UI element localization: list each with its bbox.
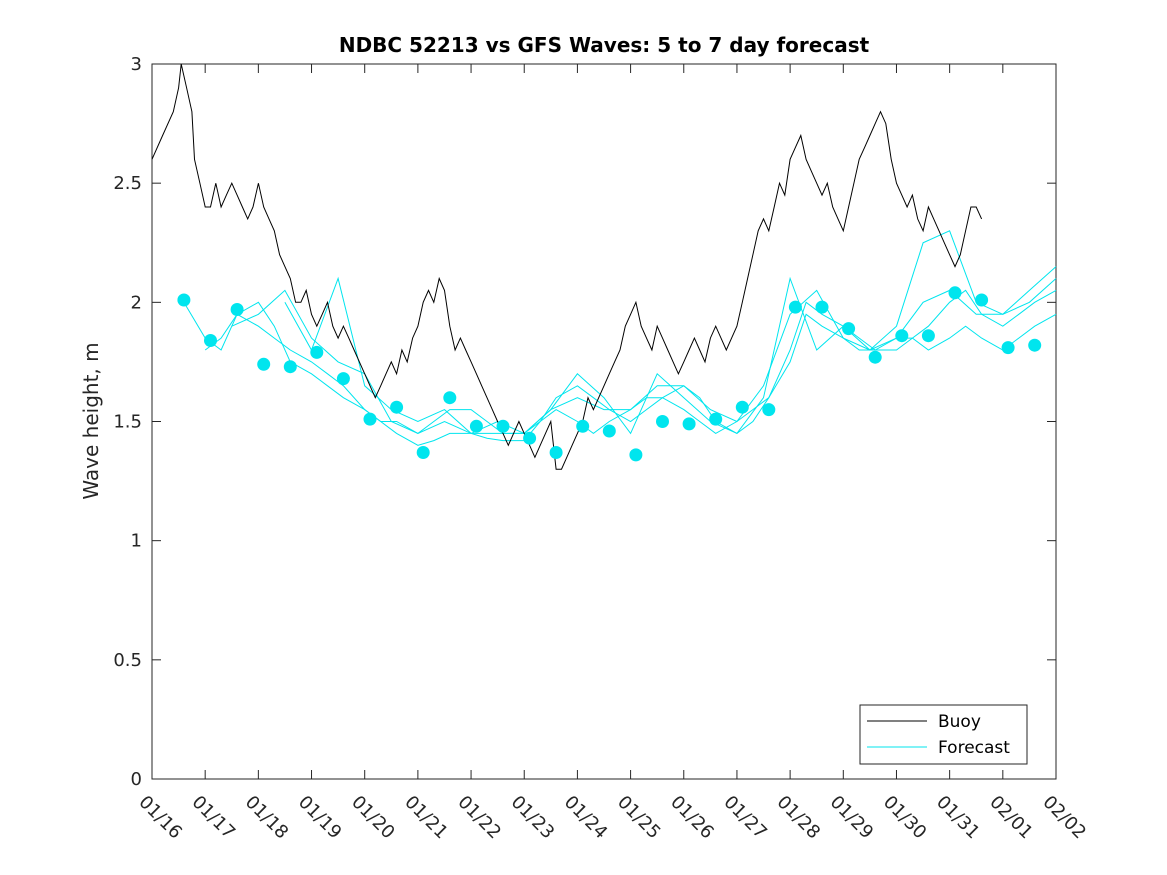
forecast-marker — [576, 419, 590, 433]
y-axis-label: Wave height, m — [79, 342, 103, 499]
forecast-marker — [656, 415, 669, 428]
y-tick-label: 2.5 — [113, 173, 142, 194]
forecast-marker — [788, 300, 802, 314]
forecast-marker — [283, 360, 297, 374]
forecast-marker — [496, 419, 510, 433]
forecast-marker — [842, 322, 856, 336]
forecast-marker — [762, 403, 776, 417]
x-tick-label: 02/01 — [985, 792, 1037, 844]
x-tick-label: 01/25 — [613, 792, 665, 844]
forecast-marker — [602, 424, 616, 438]
forecast-marker — [895, 329, 909, 343]
x-tick-label: 01/26 — [666, 792, 718, 844]
legend-entry-buoy: Buoy — [938, 712, 981, 732]
forecast-marker — [921, 329, 935, 343]
forecast-marker — [469, 419, 483, 433]
forecast-marker — [310, 345, 324, 359]
forecast-marker — [709, 412, 723, 426]
forecast-marker — [815, 300, 829, 314]
y-tick-label: 0 — [131, 769, 142, 790]
y-tick-label: 1 — [131, 531, 142, 552]
x-tick-label: 01/30 — [879, 792, 931, 844]
x-tick-label: 01/18 — [241, 792, 293, 844]
forecast-marker — [682, 417, 696, 431]
forecast-run-line — [284, 266, 1057, 435]
forecast-marker — [416, 446, 430, 459]
forecast-marker — [390, 400, 404, 414]
x-tick-label: 01/29 — [826, 792, 878, 844]
x-tick-label: 01/22 — [454, 792, 506, 844]
x-tick-label: 01/27 — [719, 792, 771, 844]
x-tick-label: 01/19 — [294, 792, 346, 844]
y-tick-label: 2 — [131, 292, 142, 313]
forecast-marker — [443, 391, 457, 405]
forecast-marker — [336, 372, 350, 386]
forecast-marker — [363, 412, 377, 426]
forecast-marker — [948, 286, 962, 300]
x-tick-label: 01/21 — [400, 792, 452, 844]
x-tick-label: 01/28 — [773, 792, 825, 844]
forecast-marker — [1001, 341, 1015, 355]
forecast-run-line — [204, 289, 1057, 434]
plot-area — [151, 63, 1057, 780]
chart-title: NDBC 52213 vs GFS Waves: 5 to 7 day fore… — [339, 33, 870, 57]
forecast-marker — [868, 350, 882, 364]
x-tick-label: 01/17 — [188, 792, 240, 844]
forecast-marker — [257, 357, 271, 371]
x-tick-label: 01/23 — [507, 792, 559, 844]
x-tick-label: 01/31 — [932, 792, 984, 844]
y-tick-label: 3 — [131, 54, 142, 75]
forecast-marker — [177, 293, 191, 307]
forecast-marker — [204, 334, 217, 347]
forecast-marker — [549, 446, 563, 459]
y-tick-label: 1.5 — [113, 412, 142, 433]
legend-box — [859, 704, 1028, 765]
forecast-marker — [975, 293, 989, 307]
forecast-marker — [1028, 338, 1042, 352]
y-tick-label: 0.5 — [113, 650, 142, 671]
x-tick-label: 01/24 — [560, 792, 612, 844]
x-tick-label: 01/16 — [134, 792, 186, 844]
x-tick-label: 02/02 — [1038, 792, 1090, 844]
x-tick-label: 01/20 — [347, 792, 399, 844]
forecast-marker — [735, 400, 749, 414]
buoy-line — [151, 63, 983, 470]
forecast-run-line — [231, 230, 1057, 434]
plot-series — [151, 63, 1057, 470]
legend: Buoy Forecast — [859, 704, 1028, 765]
legend-entry-forecast: Forecast — [938, 738, 1010, 758]
forecast-marker — [523, 431, 537, 445]
forecast-marker — [629, 448, 643, 462]
forecast-marker — [230, 303, 244, 316]
